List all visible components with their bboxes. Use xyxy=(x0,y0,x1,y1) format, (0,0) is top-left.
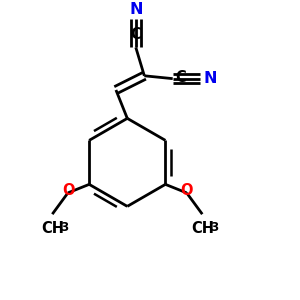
Text: O: O xyxy=(62,182,75,197)
Text: N: N xyxy=(129,2,142,17)
Text: C: C xyxy=(130,27,141,42)
Text: CH: CH xyxy=(41,221,64,236)
Text: 3: 3 xyxy=(210,221,218,234)
Text: N: N xyxy=(203,71,217,86)
Text: C: C xyxy=(175,70,186,85)
Text: CH: CH xyxy=(191,221,214,236)
Text: O: O xyxy=(180,182,192,197)
Text: 3: 3 xyxy=(60,221,68,234)
